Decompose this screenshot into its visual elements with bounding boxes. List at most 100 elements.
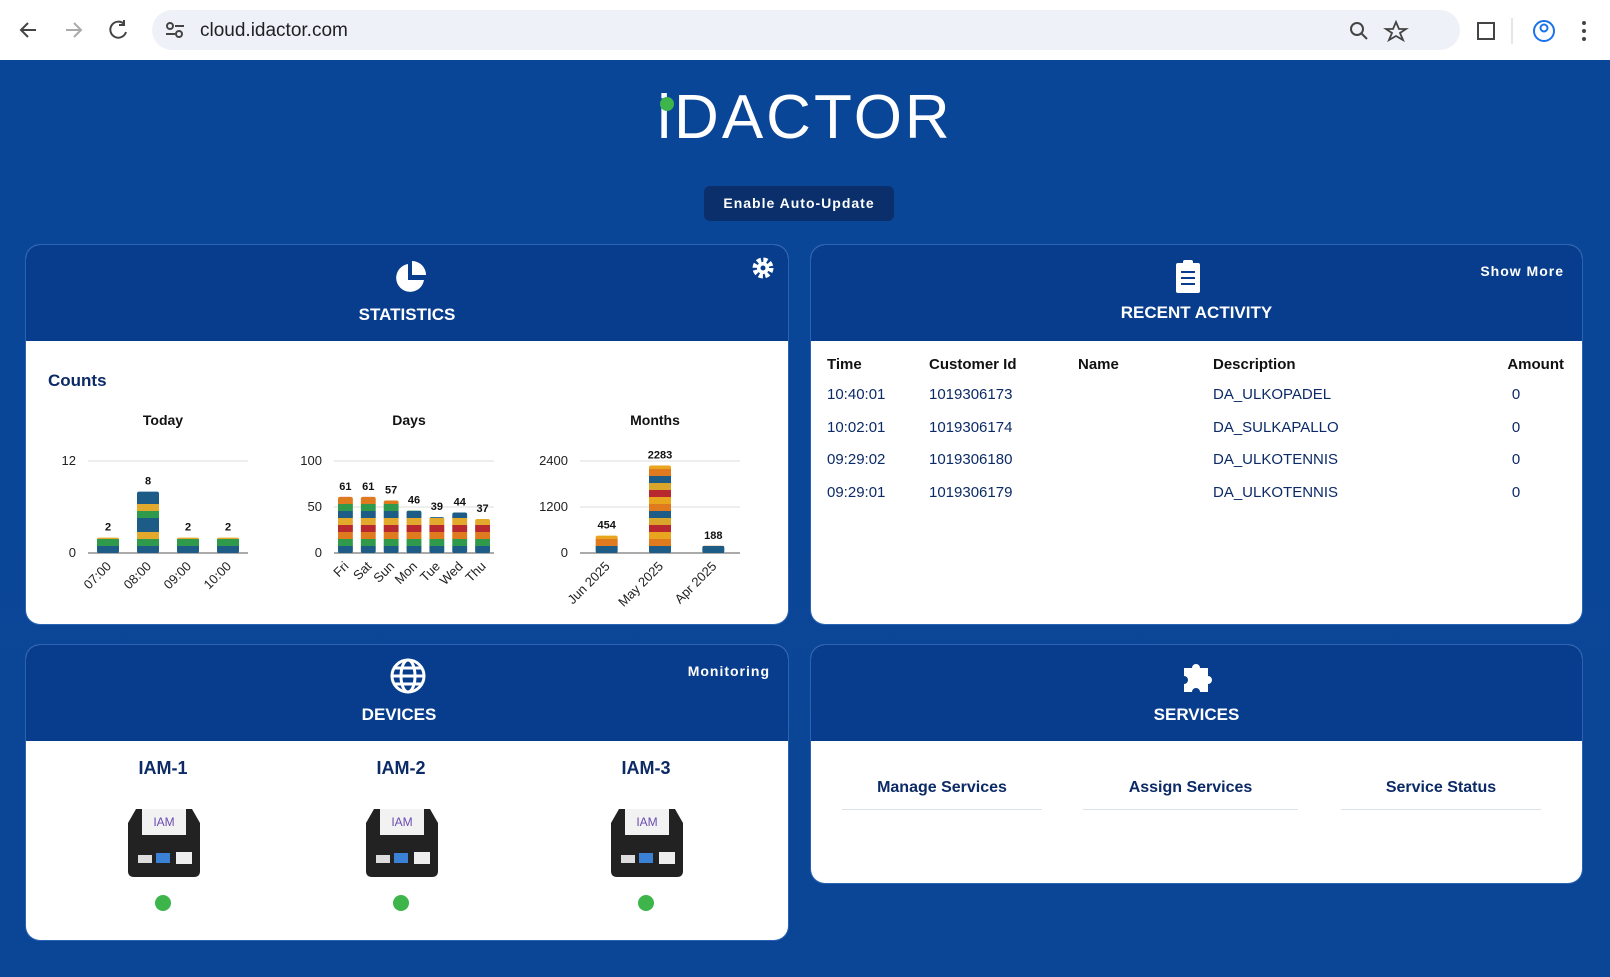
table-cell: 1019306179: [929, 483, 1013, 501]
data-label: 39: [431, 501, 443, 513]
panel-header: Show More RECENT ACTIVITY: [811, 245, 1582, 341]
nav-buttons[interactable]: [18, 18, 138, 42]
bar: [217, 537, 239, 553]
toolbar-icons[interactable]: [1476, 18, 1596, 44]
y-tick-label: 12: [62, 453, 76, 468]
bar: [137, 491, 159, 553]
data-label: 46: [408, 495, 420, 507]
x-tick-label: Sat: [350, 558, 375, 583]
data-label: 2: [225, 522, 231, 534]
y-tick-label: 0: [69, 545, 76, 560]
table-cell: 10:02:01: [827, 418, 886, 436]
y-tick-label: 2400: [539, 453, 568, 468]
url: cloud.idactor.com: [200, 20, 348, 41]
site-info-icon[interactable]: [164, 20, 186, 40]
table-cell: DA_ULKOPADEL: [1213, 386, 1332, 403]
browser-chrome: cloud.idactor.com: [0, 0, 1610, 61]
x-tick-label: Sun: [370, 559, 397, 586]
device-top: [142, 809, 186, 835]
data-label: 44: [454, 497, 467, 509]
data-label: 2283: [648, 449, 672, 461]
panel-header: Monitoring DEVICES: [26, 645, 788, 741]
y-tick-label: 1200: [539, 499, 568, 514]
panel-title: DEVICES: [361, 705, 437, 724]
logo-dot: [660, 97, 674, 111]
table-cell: DA_ULKOTENNIS: [1213, 451, 1339, 468]
chart-title: Days: [392, 412, 426, 428]
bar: [702, 545, 725, 553]
data-label: 2: [185, 522, 191, 534]
column-header: Time: [827, 356, 862, 373]
services-panel: SERVICES Manage Services Assign Services S…: [811, 645, 1582, 883]
port: [376, 855, 390, 863]
bar: [360, 496, 376, 553]
settings-icon[interactable]: [750, 255, 776, 281]
port: [639, 853, 653, 863]
subtitle: Counts: [48, 371, 107, 390]
address-bar[interactable]: cloud.idactor.com: [152, 10, 1460, 50]
table-cell: 09:29:02: [827, 451, 886, 468]
status-dot: [393, 895, 409, 911]
device-label: IAM: [636, 815, 657, 829]
x-tick-label: 10:00: [201, 559, 235, 593]
device-top: [625, 809, 669, 835]
column-header: Customer Id: [929, 356, 1017, 373]
bar-chart: Today 0 12 2 07:00 8 08:00 2 09:00 2 10:00: [62, 412, 248, 593]
logo: iDACTOR: [657, 83, 953, 152]
bar: [429, 517, 445, 553]
port: [414, 852, 430, 864]
port: [394, 853, 408, 863]
bar: [406, 510, 422, 553]
table-cell: 0: [1511, 418, 1521, 436]
monitoring-link[interactable]: Monitoring: [687, 663, 770, 679]
panel-header: SERVICES: [811, 645, 1582, 741]
x-tick-label: 07:00: [81, 559, 115, 593]
device-top: [380, 809, 424, 835]
service-link[interactable]: Service Status: [1341, 779, 1541, 810]
data-label: 188: [704, 530, 722, 542]
auto-update-button[interactable]: Enable Auto-Update: [704, 186, 894, 221]
device-label: IAM: [153, 815, 174, 829]
bar: [649, 465, 671, 553]
panel-title: STATISTICS: [358, 305, 456, 324]
table-cell: 0: [1511, 483, 1521, 501]
y-tick-label: 0: [561, 545, 568, 560]
x-tick-label: Thu: [462, 559, 488, 585]
address-icons[interactable]: [1348, 20, 1418, 42]
panel-header: STATISTICS: [26, 245, 788, 341]
table-cell: 1019306180: [929, 451, 1013, 468]
status-dot: [638, 895, 654, 911]
x-tick-label: 08:00: [121, 559, 155, 593]
port: [156, 853, 170, 863]
bar: [452, 512, 468, 553]
bar: [177, 537, 199, 553]
show-more-link[interactable]: Show More: [1480, 263, 1564, 279]
service-link[interactable]: Assign Services: [1083, 779, 1298, 810]
service-link[interactable]: Manage Services: [842, 779, 1042, 810]
device-label: IAM: [391, 815, 412, 829]
table-cell: 09:29:01: [827, 483, 886, 501]
devices-panel: Monitoring DEVICES IAM-1 IAM IAM-2 IAM IAM-3…: [26, 645, 788, 940]
panel-title: SERVICES: [1153, 705, 1240, 724]
bar-chart: Days05010061Fri61Sat57Sun46Mon39Tue44Wed…: [300, 412, 494, 588]
table-cell: 0: [1511, 386, 1521, 403]
device-name: IAM-3: [621, 758, 671, 778]
x-tick-label: Mon: [392, 559, 420, 587]
column-header: Name: [1078, 356, 1119, 373]
x-tick-label: Fri: [330, 558, 351, 579]
x-tick-label: Apr 2025: [672, 559, 720, 607]
bar: [383, 500, 399, 553]
pie-icon: [396, 261, 426, 292]
clipboard-icon: [1176, 260, 1200, 293]
bar: [338, 496, 353, 553]
bar: [475, 518, 490, 553]
activity-panel: Show More RECENT ACTIVITY Time Customer I…: [811, 245, 1582, 624]
port: [176, 852, 192, 864]
table-cell: 1019306174: [929, 418, 1013, 436]
table-cell: 0: [1511, 451, 1521, 468]
device-name: IAM-2: [376, 758, 426, 778]
data-label: 2: [105, 522, 111, 534]
data-label: 61: [362, 481, 374, 493]
chart-title: Today: [143, 412, 183, 428]
